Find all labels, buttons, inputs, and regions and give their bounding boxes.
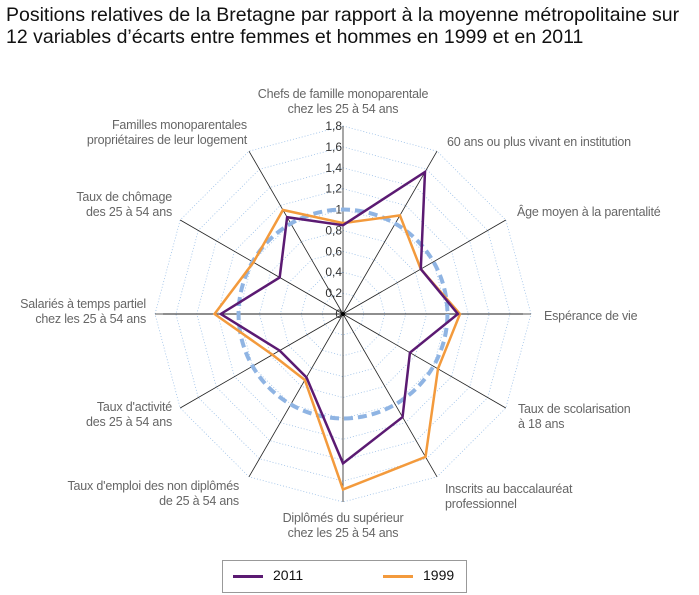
axis-label-line: Inscrits au baccalauréat	[445, 482, 573, 496]
axis-label-line: propriétaires de leur logement	[86, 133, 247, 147]
axis-label-2: Âge moyen à la parentalité	[517, 205, 661, 220]
tick-label: 0,8	[325, 223, 342, 237]
chart-title: Positions relatives de la Bretagne par r…	[6, 4, 680, 48]
tick-label: 1,2	[325, 182, 342, 196]
axis-label-4: Taux de scolarisation à 18 ans	[518, 402, 631, 432]
axis-label-line: Familles monoparentales	[111, 118, 247, 132]
axis-spoke	[342, 313, 507, 409]
axis-label-7: Taux d'emploi des non diplômés de 25 à 54…	[68, 479, 240, 509]
axis-label-line: Taux d'activité	[96, 400, 172, 414]
legend-swatch-1999	[383, 574, 413, 578]
tick-label: 1	[335, 203, 342, 217]
axis-label-line: chez les 25 à 54 ans	[287, 102, 399, 116]
series-2011	[218, 169, 460, 466]
axis-label-line: des 25 à 54 ans	[86, 415, 172, 429]
axis-spoke	[179, 313, 344, 409]
tick-label: 0,2	[325, 286, 342, 300]
axis-label-10: Taux de chômage des 25 à 54 ans	[76, 190, 172, 220]
axis-label-line: Taux d'emploi des non diplômés	[67, 479, 240, 493]
axis-label-line: chez les 25 à 54 ans	[287, 526, 399, 540]
axis-spoke	[342, 150, 438, 315]
axis-label-line: Diplômés du supérieur	[282, 511, 404, 525]
tick-label: 0	[335, 307, 342, 321]
tick-label: 0,4	[325, 265, 342, 279]
axis-label-0: Chefs de famille monoparentale chez les 2…	[258, 87, 429, 117]
axis-spoke	[342, 313, 438, 478]
axis-label-1: 60 ans ou plus vivant en institution	[447, 135, 631, 150]
axis-spoke	[179, 219, 344, 315]
axis-label-line: Taux de chômage	[76, 190, 172, 204]
axis-label-line: Espérance de vie	[544, 309, 638, 323]
tick-label: 1,8	[325, 119, 342, 133]
axis-label-3: Espérance de vie	[544, 309, 638, 324]
axis-label-line: Âge moyen à la parentalité	[517, 205, 661, 219]
tick-label: 1,6	[325, 140, 342, 154]
axis-label-line: Chefs de famille monoparentale	[257, 87, 429, 101]
axis-label-line: professionnel	[445, 497, 517, 511]
tick-label: 0,6	[325, 244, 342, 258]
axis-label-line: 60 ans ou plus vivant en institution	[447, 135, 631, 149]
axis-spoke	[248, 150, 344, 315]
axis-label-line: à 18 ans	[518, 417, 565, 431]
legend-item-1999[interactable]: 1999	[383, 567, 454, 583]
axis-spoke	[248, 313, 344, 478]
tick-label: 1,4	[325, 161, 342, 175]
center-point	[341, 312, 345, 316]
axis-label-6: Diplômés du supérieur chez les 25 à 54 an…	[283, 511, 404, 541]
axis-label-5: Inscrits au baccalauréat professionnel	[445, 482, 572, 512]
axis-label-9: Salariés à temps partiel chez les 25 à 54…	[20, 297, 146, 327]
axis-label-line: Salariés à temps partiel	[20, 297, 146, 311]
axis-spoke	[342, 219, 507, 315]
axis-label-line: chez les 25 à 54 ans	[35, 312, 146, 326]
axis-label-line: de 25 à 54 ans	[159, 494, 239, 508]
reference-circle	[236, 207, 450, 421]
axis-label-line: Taux de scolarisation	[518, 402, 631, 416]
legend: 2011 1999	[222, 560, 467, 593]
axis-label-8: Taux d'activité des 25 à 54 ans	[86, 400, 172, 430]
legend-label: 2011	[273, 567, 304, 583]
axis-label-11: Familles monoparentales propriétaires de …	[87, 118, 247, 148]
legend-label: 1999	[423, 567, 455, 583]
axis-label-line: des 25 à 54 ans	[86, 205, 172, 219]
legend-item-2011[interactable]: 2011	[233, 567, 303, 583]
legend-swatch-2011	[233, 574, 263, 578]
